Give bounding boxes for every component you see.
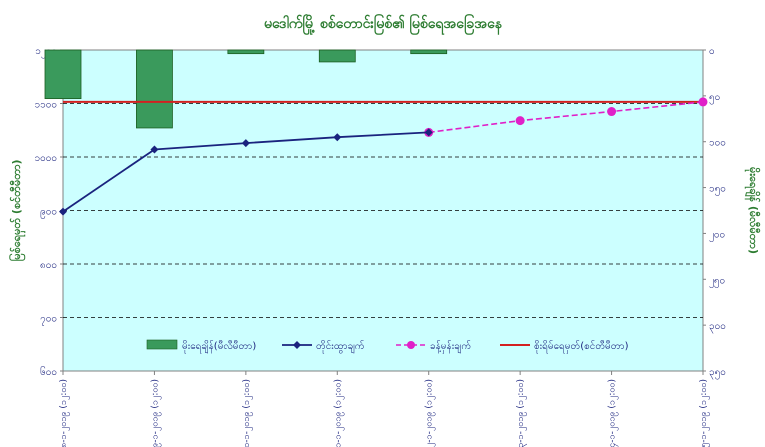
rain-bar-2 bbox=[227, 49, 265, 55]
rain-bar-3 bbox=[318, 49, 356, 63]
right-axis-title: မိုးရေချိန် (မီလီမီတာ) bbox=[744, 167, 761, 254]
forecast-point-6 bbox=[607, 107, 617, 117]
left-tick-label-2: ၈၀၀ bbox=[40, 260, 57, 271]
left-tick-label-5: ၁၁၀၀ bbox=[35, 100, 58, 111]
right-tick-label-2: ၁၀၀ bbox=[709, 138, 726, 149]
left-tick-label-4: ၁၀၀၀ bbox=[35, 153, 58, 164]
x-tick-label-4: ၁၂-၁-၂၀၁၉ (၁၂:၀၀) bbox=[425, 379, 436, 447]
x-tick-label-6: ၁၄-၁-၂၀၁၉ (၁၂:၀၀) bbox=[608, 379, 619, 447]
legend-label-rain: မိုးရေချိန်(မီလီမီတာ) bbox=[182, 339, 256, 354]
left-axis-title: မြစ်ရေမှတ် (စင်တီမီတာ) bbox=[8, 159, 26, 261]
measured-point-0 bbox=[59, 207, 67, 216]
rain-bar-0 bbox=[44, 49, 82, 100]
measured-point-1 bbox=[150, 145, 159, 154]
right-tick-label-6: ၃၀၀ bbox=[709, 321, 726, 334]
left-tick-label-1: ၇၀၀ bbox=[40, 314, 57, 327]
measured-point-2 bbox=[241, 139, 250, 148]
right-tick-label-3: ၁၅၀ bbox=[709, 184, 726, 197]
right-tick-label-1: ၅၀ bbox=[709, 92, 720, 105]
legend-label-measured: တိုင်းထွာချက် bbox=[316, 339, 365, 354]
forecast-line bbox=[428, 101, 704, 134]
x-tick-label-7: ၁၅-၁-၂၀၁၉ (၁၂:၀၀) bbox=[699, 379, 710, 447]
x-tick-label-3: ၁၁-၁-၂၀၁၉ (၁၂:၀၀) bbox=[333, 379, 344, 447]
right-tick-label-7: ၃၅၀ bbox=[709, 367, 726, 380]
left-tick-label-0: ၆၀၀ bbox=[40, 365, 57, 378]
x-tick-label-5: ၁၃-၁-၂၀၁၉ (၁၂:၀၀) bbox=[516, 379, 527, 447]
legend-marker-measured bbox=[293, 341, 301, 349]
legend-swatch-rain bbox=[146, 339, 178, 350]
x-tick-label-2: ၁၀-၁-၂၀၁၉ (၁၂:၀၀) bbox=[242, 379, 253, 447]
left-tick-label-3: ၉၀၀ bbox=[40, 207, 57, 220]
rain-bar-4 bbox=[410, 49, 448, 55]
x-tick-label-1: ၉-၁-၂၀၁၉ (၁၂:၀၀) bbox=[150, 379, 161, 447]
right-tick-label-4: ၂၀၀ bbox=[709, 229, 725, 242]
right-tick-label-5: ၂၅၀ bbox=[709, 275, 725, 288]
legend-label-warning: စိုးရိမ်ရေမှတ်(စင်တီမီတာ) bbox=[534, 339, 629, 354]
legend-marker-forecast bbox=[407, 341, 415, 349]
legend-label-forecast: ခန့်မှန်းချက် bbox=[430, 339, 471, 354]
legend: မိုးရေချိန်(မီလီမီတာ) တိုင်းထွာချက် ခန့်မှ… bbox=[146, 339, 629, 354]
rain-bar-1 bbox=[136, 49, 173, 129]
right-tick-label-0: ၀ bbox=[709, 46, 715, 57]
measured-point-3 bbox=[333, 133, 342, 142]
chart-title: မဒေါက်မြို့ စစ်တောင်းမြစ်၏ မြစ်ရေအခြေအနေ bbox=[264, 14, 503, 35]
x-tick-label-0: ၈-၁-၂၀၁၉ (၁၂:၀၀) bbox=[59, 379, 70, 447]
forecast-point-7 bbox=[698, 97, 708, 107]
measured-point-4 bbox=[424, 128, 433, 137]
forecast-point-5 bbox=[515, 116, 525, 126]
